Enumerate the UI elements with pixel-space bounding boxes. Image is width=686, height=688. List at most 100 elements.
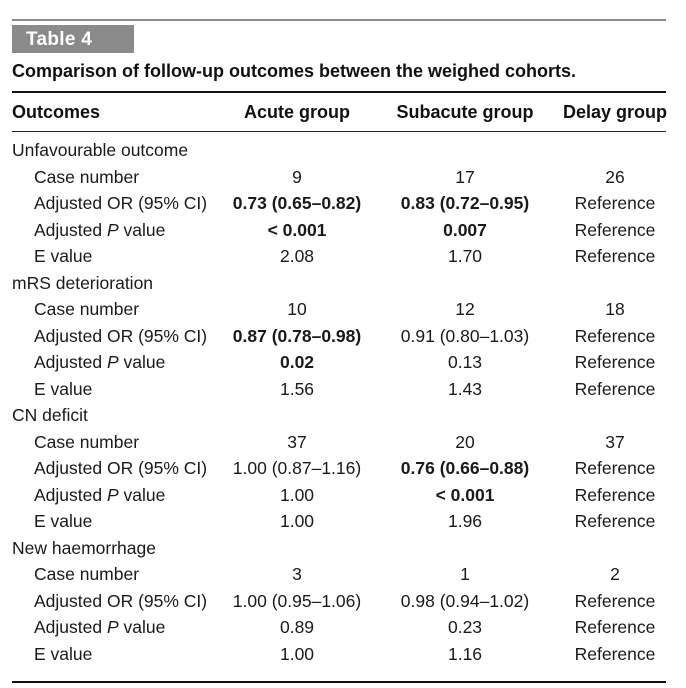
- cell-value: 0.13: [447, 352, 483, 372]
- row-label-p-italic: P: [106, 617, 119, 637]
- top-rule: [12, 19, 666, 21]
- section-label: Unfavourable outcome: [12, 140, 189, 160]
- row-label: Adjusted OR (95% CI): [34, 325, 208, 346]
- table-row: E value 1.00 1.96 Reference: [0, 508, 686, 534]
- cell-value: 1.70: [447, 246, 483, 266]
- cell-value: 0.98 (0.94–1.02): [400, 590, 530, 611]
- row-label: Adjusted OR (95% CI): [34, 590, 208, 611]
- table-row: E value 2.08 1.70 Reference: [0, 243, 686, 269]
- cell-value: 1.00 (0.87–1.16): [232, 458, 362, 478]
- cell-value: 1.00: [279, 484, 315, 505]
- row-label-p-italic: P: [106, 352, 119, 372]
- cell-value: 1.43: [447, 378, 483, 399]
- cell-value: 0.87 (0.78–0.98): [232, 325, 362, 346]
- cell-value: 0.83 (0.72–0.95): [400, 193, 530, 213]
- table-badge: Table 4: [12, 25, 134, 53]
- cell-value: 1.16: [447, 643, 483, 664]
- row-label-prefix: Adjusted: [34, 617, 107, 637]
- table-row: E value 1.56 1.43 Reference: [0, 376, 686, 402]
- row-label-suffix: value: [118, 617, 166, 637]
- row-label: E value: [34, 643, 93, 664]
- cell-value: 0.73 (0.65–0.82): [232, 193, 362, 213]
- cell-value: 12: [455, 299, 475, 319]
- cell-value: Reference: [574, 643, 656, 664]
- cell-value: 37: [287, 431, 307, 452]
- row-label-prefix: Adjusted: [34, 219, 107, 240]
- cell-value: 1.00: [279, 511, 315, 531]
- row-label: Adjusted OR (95% CI): [34, 193, 208, 213]
- table-row: Case number 9 17 26: [0, 164, 686, 190]
- table-row: Case number 10 12 18: [0, 296, 686, 322]
- cell-value: 2.08: [279, 246, 315, 266]
- row-label-p-italic: P: [106, 219, 119, 240]
- cell-value: 1.96: [447, 511, 483, 531]
- table-title: Comparison of follow-up outcomes between…: [12, 61, 577, 81]
- cell-value: < 0.001: [435, 484, 495, 505]
- row-label: Case number: [34, 166, 140, 187]
- cell-value: 0.23: [447, 617, 483, 637]
- cell-value: Reference: [574, 590, 656, 611]
- row-label: E value: [34, 378, 93, 399]
- cell-value: 9: [292, 166, 302, 187]
- row-label: Adjusted P value: [34, 217, 165, 243]
- section-row: New haemorrhage: [0, 535, 686, 561]
- row-label: Adjusted P value: [34, 614, 165, 640]
- cell-value: 1.00: [279, 643, 315, 664]
- section-label: CN deficit: [12, 405, 88, 425]
- row-label: E value: [34, 511, 93, 531]
- cell-value: Reference: [574, 617, 656, 637]
- table-row: Adjusted P value < 0.001 0.007 Reference: [0, 217, 686, 243]
- section-label: mRS deterioration: [12, 272, 154, 293]
- cell-value: Reference: [574, 193, 656, 213]
- cell-value: 0.02: [279, 352, 315, 372]
- cell-value: Reference: [574, 246, 656, 266]
- row-label: Adjusted OR (95% CI): [34, 458, 208, 478]
- header-outcomes: Outcomes: [12, 102, 101, 122]
- cell-value: Reference: [574, 352, 656, 372]
- header-acute-group: Acute group: [244, 102, 350, 122]
- cell-value: 26: [605, 166, 625, 187]
- cell-value: 0.89: [279, 617, 315, 637]
- row-label: Case number: [34, 299, 140, 319]
- header-top-rule: [12, 91, 666, 93]
- cell-value: 17: [455, 166, 475, 187]
- row-label: Case number: [34, 431, 140, 452]
- cell-value: Reference: [574, 511, 656, 531]
- table-row: Adjusted OR (95% CI) 0.87 (0.78–0.98) 0.91…: [0, 323, 686, 349]
- cell-value: 20: [455, 431, 475, 452]
- row-label-p-italic: P: [106, 484, 119, 505]
- cell-value: 1.00 (0.95–1.06): [232, 590, 362, 611]
- section-row: CN deficit: [0, 402, 686, 428]
- row-label: Adjusted P value: [34, 482, 165, 508]
- table-row: Case number 3 1 2: [0, 561, 686, 587]
- cell-value: 37: [605, 431, 625, 452]
- cell-value: 10: [287, 299, 307, 319]
- table-row: Adjusted P value 1.00 < 0.001 Reference: [0, 482, 686, 508]
- cell-value: Reference: [574, 219, 656, 240]
- cell-value: 2: [610, 564, 620, 584]
- header-bottom-rule: [12, 131, 666, 132]
- row-label-suffix: value: [118, 484, 166, 505]
- table-row: Adjusted OR (95% CI) 1.00 (0.95–1.06) 0.98…: [0, 588, 686, 614]
- row-label-prefix: Adjusted: [34, 352, 107, 372]
- section-label: New haemorrhage: [12, 537, 156, 558]
- row-label: Case number: [34, 564, 140, 584]
- cell-value: < 0.001: [267, 219, 327, 240]
- table-row: Adjusted OR (95% CI) 1.00 (0.87–1.16) 0.76…: [0, 455, 686, 481]
- row-label-prefix: Adjusted: [34, 484, 107, 505]
- table-row: Adjusted OR (95% CI) 0.73 (0.65–0.82) 0.83…: [0, 190, 686, 216]
- table-row: Adjusted P value 0.89 0.23 Reference: [0, 614, 686, 640]
- section-row: mRS deterioration: [0, 270, 686, 296]
- cell-value: 0.91 (0.80–1.03): [400, 325, 530, 346]
- cell-value: 0.76 (0.66–0.88): [400, 458, 530, 478]
- row-label-suffix: value: [118, 352, 166, 372]
- cell-value: Reference: [574, 325, 656, 346]
- cell-value: 1.56: [279, 378, 315, 399]
- table-bottom-rule: [12, 681, 666, 683]
- cell-value: Reference: [574, 484, 656, 505]
- header-subacute-group: Subacute group: [396, 102, 534, 122]
- row-label: Adjusted P value: [34, 349, 165, 375]
- cell-value: 18: [605, 299, 625, 319]
- cell-value: Reference: [574, 458, 656, 478]
- table-row: Adjusted P value 0.02 0.13 Reference: [0, 349, 686, 375]
